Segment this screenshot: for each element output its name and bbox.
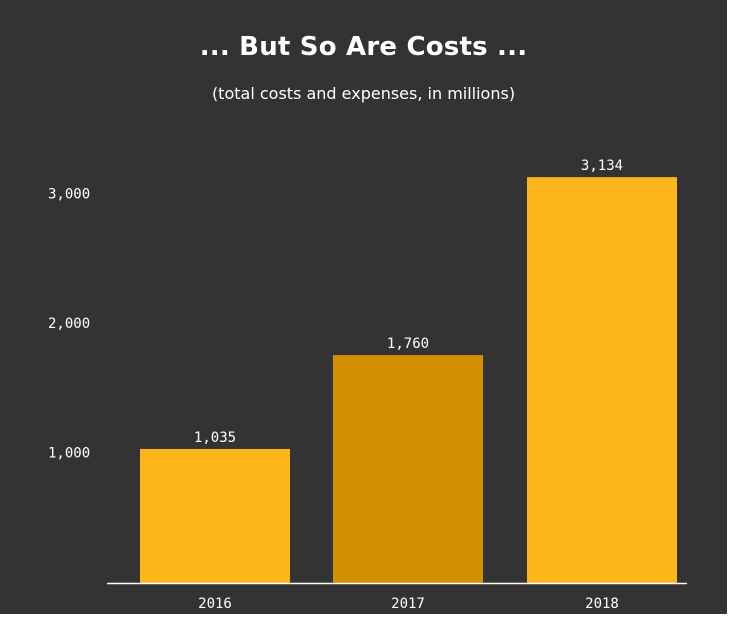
y-tick-label: 1,000 xyxy=(48,446,90,462)
y-tick-label: 2,000 xyxy=(48,316,90,332)
x-tick-label: 2018 xyxy=(585,596,619,612)
bar-value-label: 3,134 xyxy=(581,158,623,174)
bars xyxy=(140,177,677,583)
bar-value-label: 1,760 xyxy=(387,336,429,352)
bar-2016 xyxy=(140,448,290,583)
bar-value-label: 1,035 xyxy=(194,430,236,446)
chart-title: ... But So Are Costs ... xyxy=(199,32,528,62)
bar-2017 xyxy=(333,355,483,583)
bar-2018 xyxy=(527,177,677,583)
y-tick-label: 3,000 xyxy=(48,187,90,203)
y-axis-ticks: 1,000 2,000 3,000 xyxy=(48,187,90,462)
x-tick-label: 2016 xyxy=(198,596,232,612)
x-axis-ticks: 2016 2017 2018 xyxy=(198,596,619,612)
bar-value-labels: 1,035 1,760 3,134 xyxy=(194,158,623,446)
x-tick-label: 2017 xyxy=(391,596,425,612)
chart-subtitle: (total costs and expenses, in millions) xyxy=(211,84,516,103)
